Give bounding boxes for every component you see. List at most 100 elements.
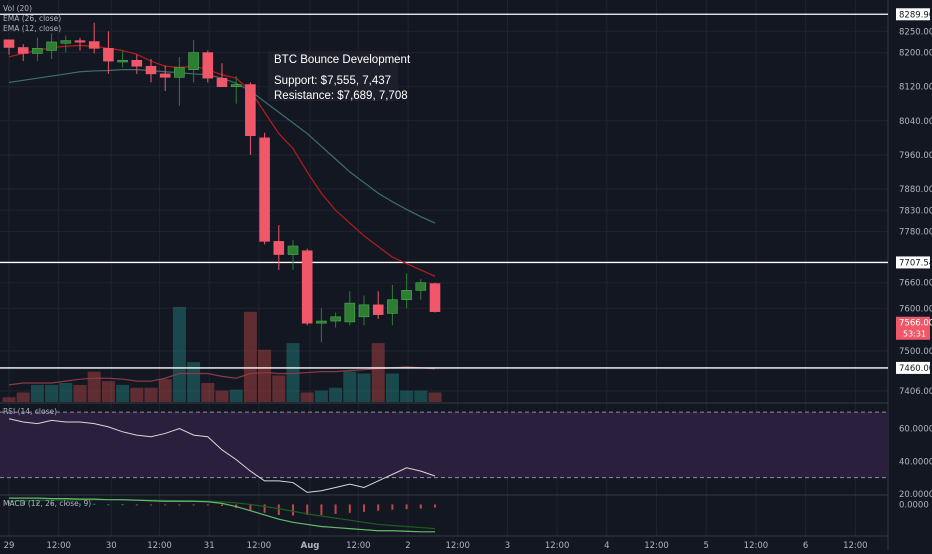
rsi-line <box>8 418 436 493</box>
candle-body <box>387 299 398 314</box>
rsi-legend: RSI (14, close) <box>3 407 57 416</box>
vol-legend: Vol (20) <box>3 4 32 13</box>
candle-body <box>17 47 29 54</box>
candle-body <box>301 250 313 324</box>
macd-hist-bar <box>8 501 10 505</box>
candle <box>372 291 384 319</box>
volume-bar <box>87 371 101 402</box>
time-tick-label: 12:00 <box>247 541 272 550</box>
candle <box>145 59 157 83</box>
candle-body <box>330 316 341 322</box>
level-lines <box>0 13 888 369</box>
time-tick-label: Aug <box>301 541 320 550</box>
macd-hist-bar <box>150 504 152 506</box>
volume-bar <box>329 387 343 402</box>
candle <box>202 50 214 83</box>
candle-body <box>429 283 441 312</box>
time-tick-label: 12:00 <box>346 541 371 550</box>
price-tick-label: 7830.00 <box>899 206 932 216</box>
candle <box>46 33 57 59</box>
price-tick-label: 8120.00 <box>899 83 932 93</box>
volume-bar <box>30 384 44 402</box>
candle-body <box>145 65 157 75</box>
candle <box>131 54 143 74</box>
candle-body <box>245 84 256 136</box>
time-tick-label: 12:00 <box>147 541 172 550</box>
candle <box>344 291 356 326</box>
candle-body <box>60 40 72 44</box>
macd-signal-line <box>8 499 436 530</box>
volume-bar <box>201 383 215 402</box>
countdown-label: 53:31 <box>903 330 926 339</box>
macd-hist-bar <box>178 504 181 506</box>
time-tick-label: 31 <box>204 541 215 550</box>
macd-hist-bar <box>292 504 294 516</box>
macd-hist-bar <box>107 504 110 506</box>
volume-bar <box>371 343 385 402</box>
price-tick-label: 8040.00 <box>899 117 932 127</box>
candle-body <box>259 137 270 242</box>
candle <box>88 22 100 54</box>
current-price-label: 7566.00 <box>899 319 932 329</box>
candle-body <box>216 77 228 87</box>
volume-bar <box>385 373 399 402</box>
macd-line <box>9 497 435 533</box>
level-label: 7707.54 <box>899 258 932 268</box>
candle <box>358 295 370 326</box>
annotation-resistance: Resistance: $7,689, 7,708 <box>274 90 408 102</box>
time-tick-label: 12:00 <box>744 541 769 550</box>
candle <box>103 31 114 74</box>
volume-bar <box>172 307 186 402</box>
level-label: 7460.00 <box>899 364 932 374</box>
candle-body <box>174 67 185 78</box>
candle-body <box>358 304 370 318</box>
candle <box>316 308 327 343</box>
macd-hist-bar <box>263 504 266 513</box>
current-price-box <box>896 316 930 340</box>
candle-body <box>117 59 128 63</box>
candle <box>159 65 171 91</box>
macd-hist-bar <box>249 504 252 511</box>
volume-bar <box>258 349 272 402</box>
time-tick-label: 2 <box>405 541 410 550</box>
candle <box>74 37 86 51</box>
macd-tick-label: 0.0000 <box>899 500 929 510</box>
volume-bar <box>243 311 257 402</box>
macd-hist-bar <box>135 504 138 506</box>
level-label-box <box>896 361 930 374</box>
price-tick-label: 7960.00 <box>899 151 932 161</box>
time-tick-label: 12:00 <box>644 541 669 550</box>
candles <box>3 22 441 343</box>
macd-hist-bar <box>348 504 351 513</box>
price-tick-label: 7780.00 <box>899 228 932 238</box>
candle <box>174 56 185 106</box>
candle <box>17 44 29 62</box>
indicator-legends: Vol (20)EMA (26, close)EMA (12, close) RS… <box>3 4 91 508</box>
volume-bar <box>130 387 144 402</box>
candle-body <box>159 73 171 78</box>
volume-bar <box>215 390 229 402</box>
candle <box>230 76 242 104</box>
price-tick-label: 8200.00 <box>899 49 932 59</box>
macd-hist-bar <box>192 504 195 506</box>
candle <box>3 39 15 55</box>
volume-bar <box>101 381 115 402</box>
volume-bar <box>272 375 286 402</box>
time-axis: 29 12:00 30 12:00 31 12:00 Aug 12:00 2 12:00 3 12:0… <box>4 541 868 551</box>
volume-bar <box>286 343 300 402</box>
candle-body <box>273 241 285 255</box>
volume-bar <box>357 373 371 402</box>
time-tick-label: 4 <box>604 541 609 550</box>
macd-legend: MACD (12, 26, close, 9) <box>3 499 91 508</box>
macd-hist-bar <box>277 504 280 515</box>
rsi-tick-label: 20.0000 <box>899 490 932 500</box>
time-tick-label: 6 <box>803 541 808 550</box>
candle-body <box>103 48 114 62</box>
candle <box>259 132 270 245</box>
annotation-box: BTC Bounce Development Support: $7,555, … <box>268 51 410 102</box>
macd-hist-bar <box>334 504 337 514</box>
volume-bar <box>414 390 428 402</box>
macd-hist-bar <box>391 504 394 510</box>
